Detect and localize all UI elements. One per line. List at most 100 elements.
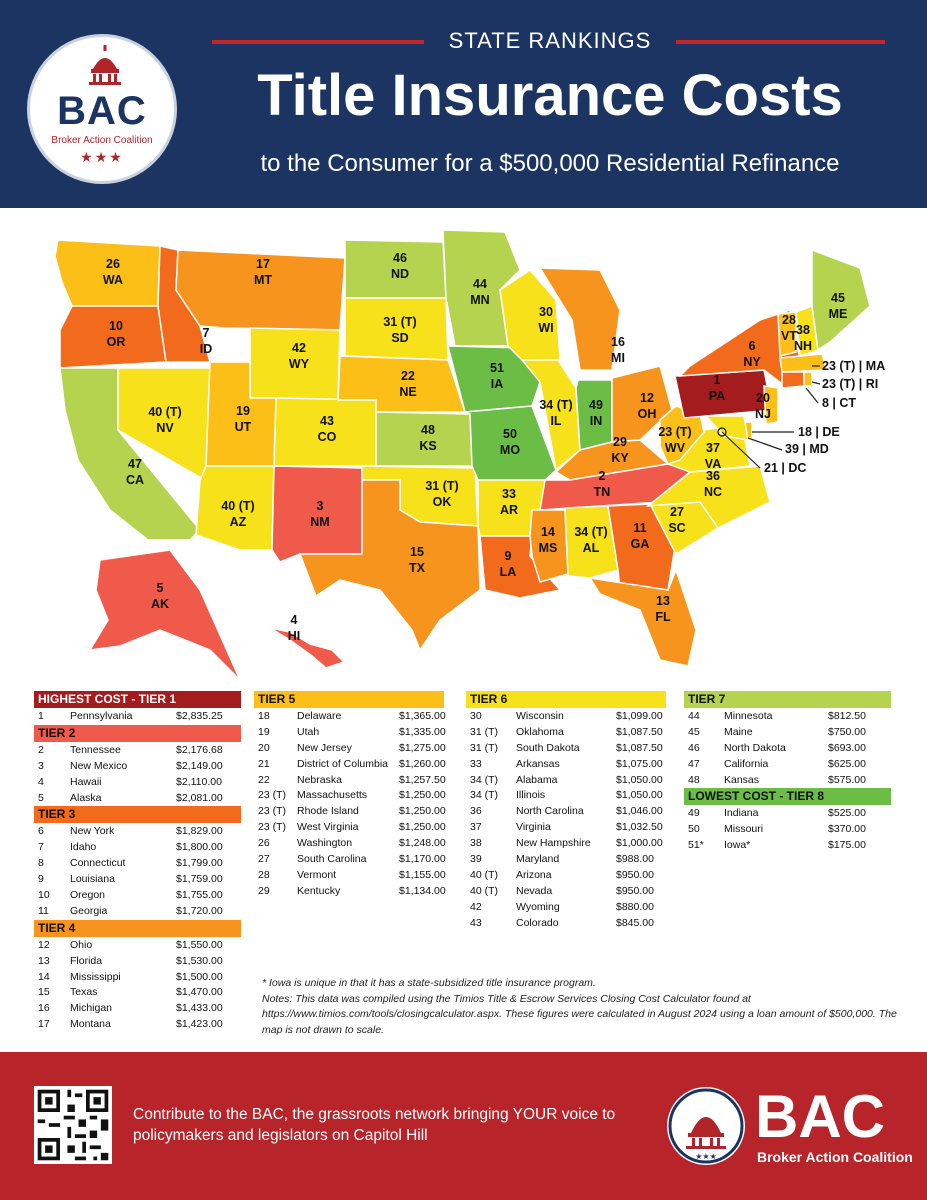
- tier-header: TIER 7: [684, 691, 891, 708]
- row-cost: $1,087.50: [616, 725, 663, 738]
- table-row: 42 Wyoming $880.00: [466, 900, 666, 916]
- map-label-ar: 33 AR: [500, 487, 518, 517]
- state-me: [811, 248, 871, 352]
- row-cost: $1,275.00: [399, 741, 446, 754]
- table-row: 11 Georgia $1,720.00: [34, 904, 241, 920]
- state-ma: [779, 353, 827, 373]
- callout-leader-line: [811, 381, 821, 385]
- map-label-nh: 38 NH: [794, 323, 812, 353]
- row-state: Maine: [724, 725, 753, 738]
- map-label-nc: 36 NC: [704, 469, 722, 499]
- table-row: 39 Maryland $988.00: [466, 852, 666, 868]
- row-rank: 8: [38, 857, 44, 870]
- row-cost: $1,257.50: [399, 773, 446, 786]
- table-row: 31 (T) South Dakota $1,087.50: [466, 741, 666, 757]
- row-state: Alabama: [516, 773, 558, 786]
- state-ct: [781, 371, 805, 389]
- map-label-tn: 2 TN: [594, 469, 611, 499]
- tier-header: LOWEST COST - TIER 8: [684, 788, 891, 806]
- row-cost: $1,050.00: [616, 773, 663, 786]
- table-row: 17 Montana $1,423.00: [34, 1017, 241, 1033]
- qr-code-icon[interactable]: [34, 1086, 112, 1164]
- tier-header: TIER 3: [34, 806, 241, 824]
- row-cost: $1,248.00: [399, 837, 446, 850]
- row-rank: 18: [258, 710, 270, 722]
- row-state: Arizona: [516, 868, 552, 881]
- row-rank: 31 (T): [470, 741, 499, 754]
- map-label-pa: 1 PA: [709, 373, 725, 403]
- map-callout: 23 (T) | RI: [822, 377, 878, 391]
- map-label-mn: 44 MN: [470, 277, 489, 307]
- row-cost: $575.00: [828, 773, 866, 786]
- callout-leader-line: [721, 431, 761, 469]
- state-hi: [269, 627, 346, 669]
- state-md: [704, 415, 749, 441]
- row-cost: $1,099.00: [616, 710, 663, 722]
- row-state: North Carolina: [516, 805, 584, 818]
- state-or: [59, 305, 167, 369]
- row-cost: $988.00: [616, 853, 654, 866]
- tier-header: HIGHEST COST - TIER 1: [34, 691, 241, 708]
- row-cost: $950.00: [616, 868, 654, 881]
- row-state: Georgia: [70, 904, 108, 917]
- row-rank: 22: [258, 773, 270, 786]
- row-cost: $812.50: [828, 710, 866, 722]
- table-row: 6 New York $1,829.00: [34, 824, 241, 840]
- row-state: Kansas: [724, 773, 760, 786]
- row-rank: 26: [258, 837, 270, 850]
- row-state: California: [724, 757, 769, 770]
- callout-leader-line: [747, 437, 783, 451]
- row-state: Idaho: [70, 841, 97, 854]
- row-cost: $1,134.00: [399, 884, 446, 897]
- map-label-ga: 11 GA: [631, 521, 650, 551]
- row-rank: 42: [470, 900, 482, 913]
- row-rank: 33: [470, 757, 482, 770]
- table-row: 28 Vermont $1,155.00: [254, 868, 446, 884]
- row-cost: $1,759.00: [176, 873, 223, 886]
- row-rank: 4: [38, 775, 44, 788]
- map-label-ia: 51 IA: [490, 361, 504, 391]
- table-row: 4 Hawaii $2,110.00: [34, 775, 241, 791]
- row-rank: 31 (T): [470, 725, 499, 738]
- row-cost: $175.00: [828, 839, 866, 852]
- row-rank: 21: [258, 757, 270, 770]
- state-nc: [645, 465, 771, 529]
- row-rank: 37: [470, 821, 482, 834]
- table-row: 19 Utah $1,335.00: [254, 725, 446, 741]
- row-rank: 16: [38, 1002, 50, 1015]
- row-cost: $1,423.00: [176, 1018, 223, 1031]
- row-rank: 6: [38, 825, 44, 838]
- state-nj: [763, 385, 779, 425]
- table-row: 23 (T) West Virginia $1,250.00: [254, 820, 446, 836]
- page-subtitle: to the Consumer for a $500,000 Residenti…: [260, 150, 840, 177]
- table-row: 26 Washington $1,248.00: [254, 836, 446, 852]
- row-rank: 45: [688, 725, 700, 738]
- table-row: 43 Colorado $845.00: [466, 916, 666, 932]
- state-al: [564, 505, 619, 579]
- map-label-sd: 31 (T) SD: [383, 315, 416, 345]
- header-rule-right: [676, 40, 885, 44]
- row-rank: 29: [258, 884, 270, 897]
- row-state: Washington: [297, 837, 353, 850]
- row-rank: 50: [688, 823, 700, 836]
- row-rank: 11: [38, 904, 49, 917]
- row-rank: 1: [38, 710, 44, 722]
- row-state: Wyoming: [516, 900, 560, 913]
- row-cost: $1,250.00: [399, 789, 446, 802]
- state-nm: [271, 465, 363, 563]
- row-rank: 17: [38, 1018, 50, 1031]
- table-row: 7 Idaho $1,800.00: [34, 840, 241, 856]
- table-row: 40 (T) Arizona $950.00: [466, 868, 666, 884]
- row-state: Vermont: [297, 868, 337, 881]
- row-rank: 30: [470, 710, 482, 722]
- map-label-wy: 42 WY: [289, 341, 310, 371]
- row-cost: $1,046.00: [616, 805, 663, 818]
- logo-subtitle: Broker Action Coalition: [51, 135, 153, 146]
- row-cost: $1,087.50: [616, 741, 663, 754]
- map-label-ks: 48 KS: [419, 423, 436, 453]
- tier-column: TIER 7 44 Minnesota $812.50 45 Maine $750.00 46…: [684, 691, 891, 854]
- row-state: West Virginia: [297, 821, 359, 834]
- map-label-hi: 4 HI: [288, 613, 301, 643]
- row-state: Pennsylvania: [70, 710, 133, 722]
- row-cost: $2,176.68: [176, 743, 223, 756]
